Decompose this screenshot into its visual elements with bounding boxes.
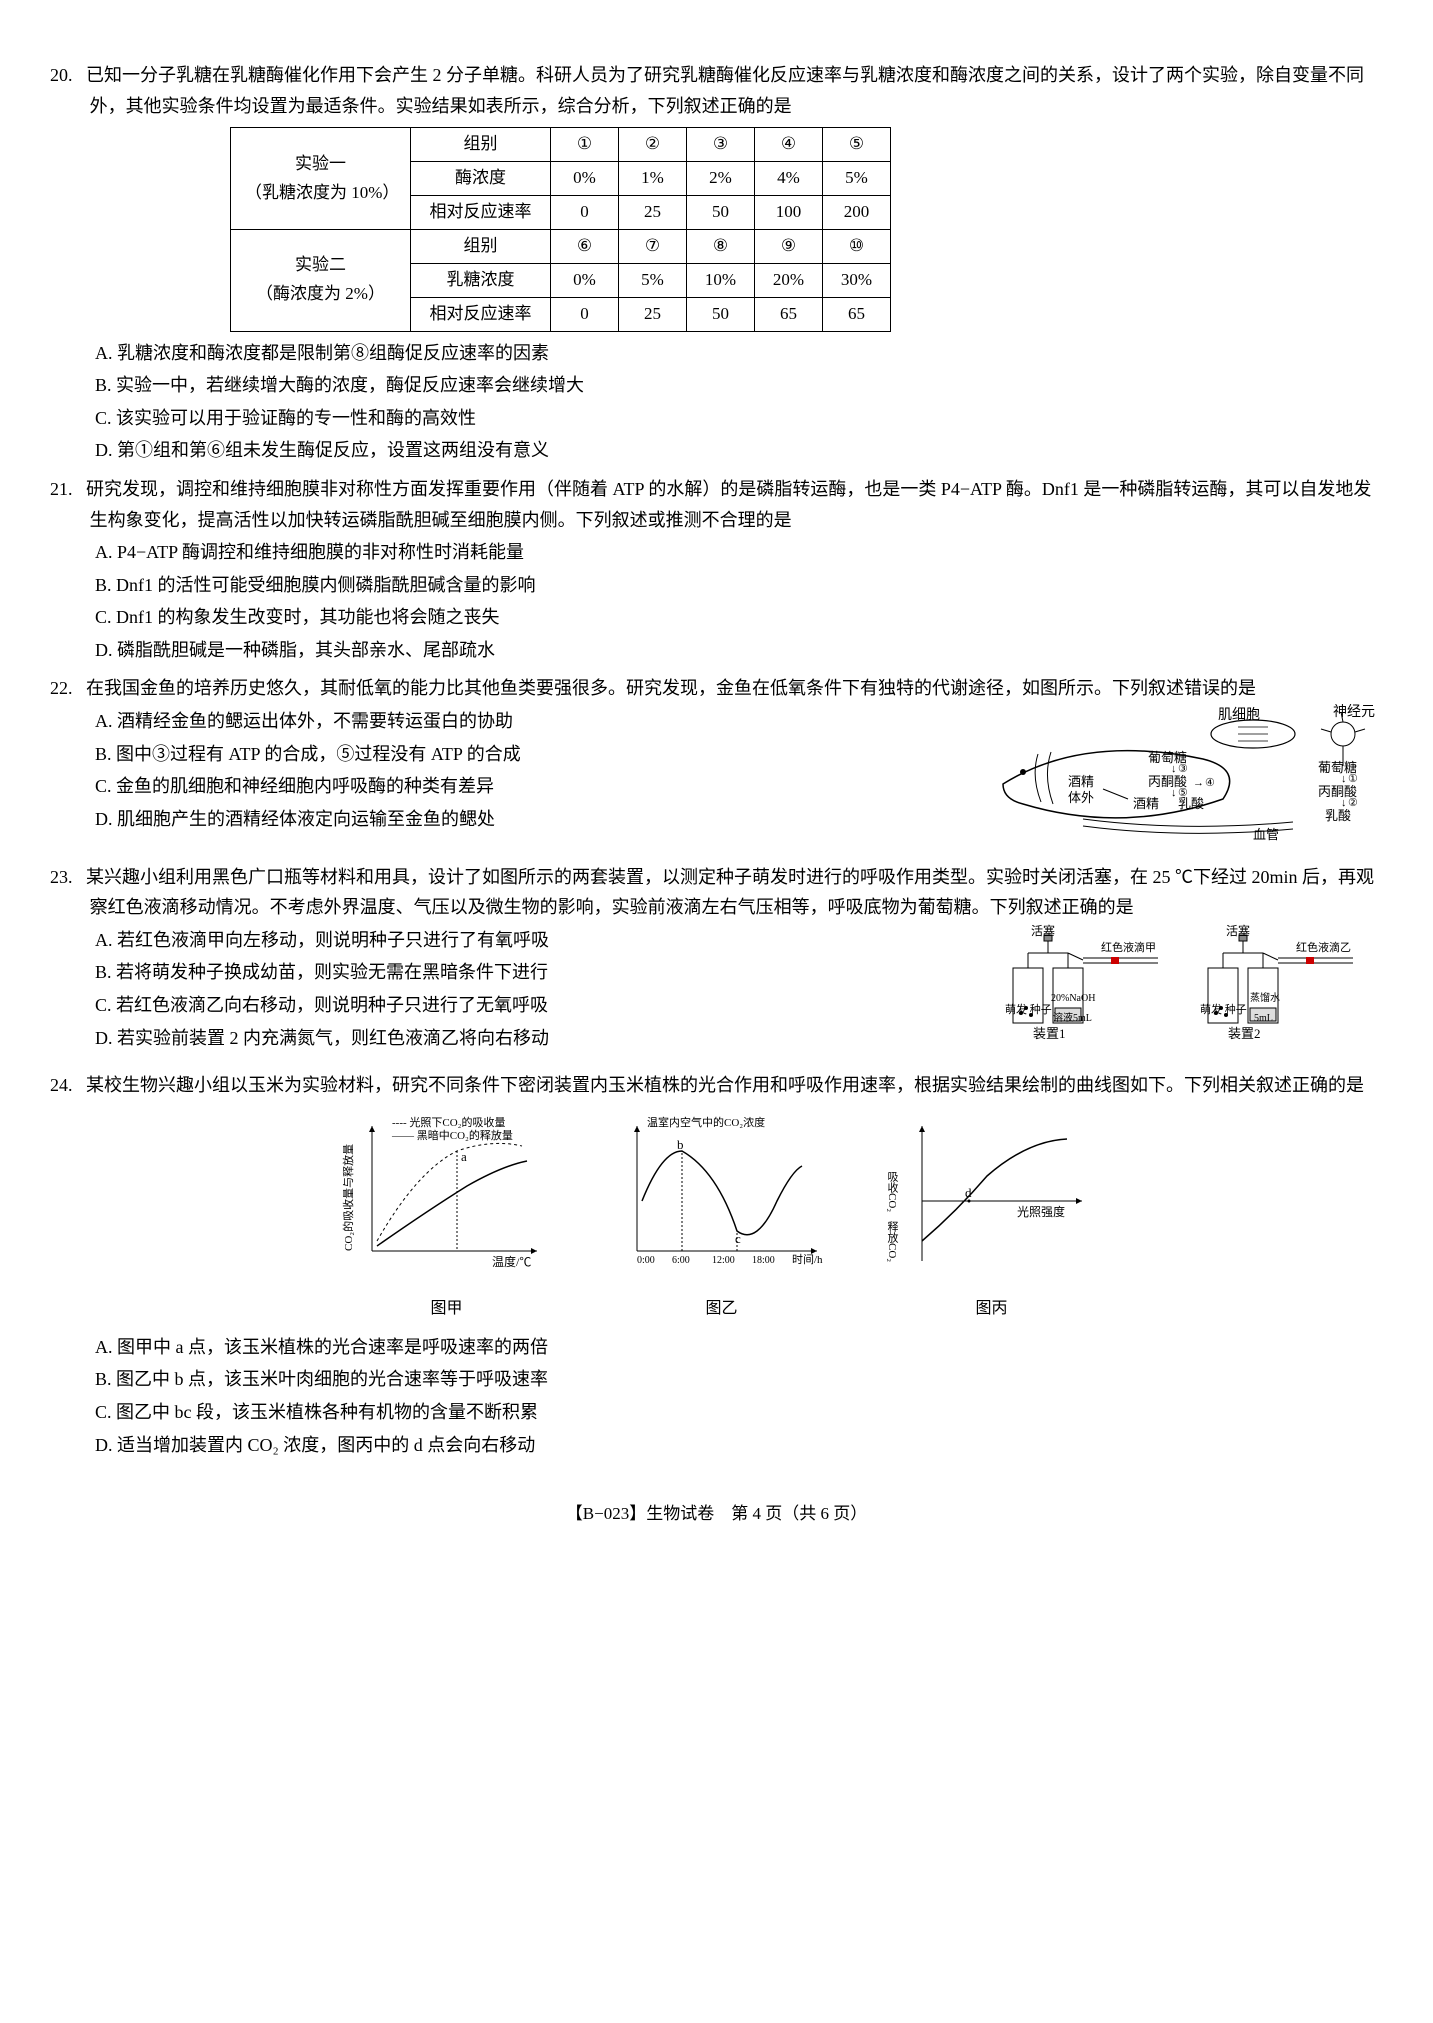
svg-text:肌细胞: 肌细胞 <box>1218 707 1260 723</box>
question-23: 23.某兴趣小组利用黑色广口瓶等材料和用具，设计了如图所示的两套装置，以测定种子… <box>50 862 1383 1063</box>
svg-text:装置1: 装置1 <box>1033 1026 1066 1041</box>
q21-stem: 21.研究发现，调控和维持细胞膜非对称性方面发挥重要作用（伴随着 ATP 的水解… <box>50 474 1383 535</box>
q21-options: A. P4−ATP 酶调控和维持细胞膜的非对称性时消耗能量 B. Dnf1 的活… <box>50 537 1383 665</box>
svg-text:萌发 种子: 萌发 种子 <box>1200 1002 1247 1016</box>
q22-diagram: 肌细胞 神经元 葡萄糖 ↓① 丙酮酸 ↓② 乳酸 葡萄糖 ↓③ 丙酮酸 → ↓⑤ <box>983 704 1383 854</box>
svg-text:体外: 体外 <box>1068 790 1094 805</box>
q20-opt-d: D. 第①组和第⑥组未发生酶促反应，设置这两组没有意义 <box>95 435 1383 466</box>
svg-text:20%NaOH: 20%NaOH <box>1051 993 1095 1004</box>
svg-text:红色液滴甲: 红色液滴甲 <box>1101 940 1156 954</box>
q20-stem-text: 已知一分子乳糖在乳糖酶催化作用下会产生 2 分子单糖。科研人员为了研究乳糖酶催化… <box>86 65 1364 116</box>
svg-text:→: → <box>1193 777 1204 789</box>
q20-opt-b: B. 实验一中，若继续增大酶的浓度，酶促反应速率会继续增大 <box>95 370 1383 401</box>
q20-options: A. 乳糖浓度和酶浓度都是限制第⑧组酶促反应速率的因素 B. 实验一中，若继续增… <box>50 338 1383 466</box>
q21-opt-c: C. Dnf1 的构象发生改变时，其功能也将会随之丧失 <box>95 602 1383 633</box>
question-24: 24.某校生物兴趣小组以玉米为实验材料，研究不同条件下密闭装置内玉米植株的光合作… <box>50 1070 1383 1460</box>
chart-yi: b c 0:00 6:00 12:00 18:00 时间/h 温室内空气中的CO… <box>607 1111 837 1322</box>
svg-text:↓: ↓ <box>1171 787 1177 799</box>
page-footer: 【B−023】生物试卷 第 4 页（共 6 页） <box>50 1500 1383 1529</box>
q24-opt-d: D. 适当增加装置内 CO₂ 浓度，图丙中的 d 点会向右移动 <box>95 1430 1383 1461</box>
svg-text:释放CO₂: 释放CO₂ <box>887 1221 899 1263</box>
q23-stem: 23.某兴趣小组利用黑色广口瓶等材料和用具，设计了如图所示的两套装置，以测定种子… <box>50 862 1383 923</box>
svg-text:---- 光照下CO₂的吸收量: ---- 光照下CO₂的吸收量 <box>392 1115 506 1129</box>
svg-text:神经元: 神经元 <box>1333 704 1375 720</box>
svg-text:酒精: 酒精 <box>1133 796 1159 811</box>
q24-opt-a: A. 图甲中 a 点，该玉米植株的光合速率是呼吸速率的两倍 <box>95 1332 1383 1363</box>
svg-text:蒸馏水: 蒸馏水 <box>1250 991 1280 1004</box>
svg-text:红色液滴乙: 红色液滴乙 <box>1296 940 1351 954</box>
q24-opt-c: C. 图乙中 bc 段，该玉米植株各种有机物的含量不断积累 <box>95 1397 1383 1428</box>
svg-text:温度/℃: 温度/℃ <box>492 1254 531 1269</box>
q22-opt-c: C. 金鱼的肌细胞和神经细胞内呼吸酶的种类有差异 <box>95 771 973 802</box>
question-21: 21.研究发现，调控和维持细胞膜非对称性方面发挥重要作用（伴随着 ATP 的水解… <box>50 474 1383 666</box>
q23-opt-b: B. 若将萌发种子换成幼苗，则实验无需在黑暗条件下进行 <box>95 957 993 988</box>
svg-text:血管: 血管 <box>1253 827 1279 842</box>
q21-opt-b: B. Dnf1 的活性可能受细胞膜内侧磷脂酰胆碱含量的影响 <box>95 570 1383 601</box>
svg-text:光照强度: 光照强度 <box>1017 1204 1065 1219</box>
q23-options: A. 若红色液滴甲向左移动，则说明种子只进行了有氧呼吸 B. 若将萌发种子换成幼… <box>50 925 993 1053</box>
exp1-label: 实验一 （乳糖浓度为 10%） <box>231 128 411 230</box>
q22-opt-b: B. 图中③过程有 ATP 的合成，⑤过程没有 ATP 的合成 <box>95 739 973 770</box>
svg-text:活塞: 活塞 <box>1031 923 1055 938</box>
q20-number: 20. <box>50 60 86 91</box>
chart-bing: d 光照强度 吸收CO₂ 释放CO₂ 图丙 <box>887 1111 1097 1322</box>
svg-text:a: a <box>461 1149 467 1164</box>
q23-opt-c: C. 若红色液滴乙向右移动，则说明种子只进行了无氧呼吸 <box>95 990 993 1021</box>
svg-text:CO₂的吸收量与释放量: CO₂的吸收量与释放量 <box>341 1144 355 1251</box>
chart-jia: a ---- 光照下CO₂的吸收量 —— 黑暗中CO₂的释放量 CO₂的吸收量与… <box>337 1111 557 1322</box>
svg-text:装置2: 装置2 <box>1228 1026 1261 1041</box>
svg-text:活塞: 活塞 <box>1226 923 1250 938</box>
q20-stem: 20.已知一分子乳糖在乳糖酶催化作用下会产生 2 分子单糖。科研人员为了研究乳糖… <box>50 60 1383 121</box>
svg-text:5mL: 5mL <box>1254 1013 1273 1024</box>
q24-charts: a ---- 光照下CO₂的吸收量 —— 黑暗中CO₂的释放量 CO₂的吸收量与… <box>50 1111 1383 1322</box>
svg-text:乳酸: 乳酸 <box>1325 808 1351 823</box>
question-22: 22.在我国金鱼的培养历史悠久，其耐低氧的能力比其他鱼类要强很多。研究发现，金鱼… <box>50 673 1383 853</box>
q22-stem: 22.在我国金鱼的培养历史悠久，其耐低氧的能力比其他鱼类要强很多。研究发现，金鱼… <box>50 673 1383 704</box>
q22-opt-a: A. 酒精经金鱼的鳃运出体外，不需要转运蛋白的协助 <box>95 706 973 737</box>
svg-text:溶液5mL: 溶液5mL <box>1053 1011 1092 1024</box>
svg-text:温室内空气中的CO₂浓度: 温室内空气中的CO₂浓度 <box>647 1115 765 1129</box>
q21-opt-d: D. 磷脂酰胆碱是一种磷脂，其头部亲水、尾部疏水 <box>95 635 1383 666</box>
svg-text:12:00: 12:00 <box>712 1255 735 1266</box>
q22-options: A. 酒精经金鱼的鳃运出体外，不需要转运蛋白的协助 B. 图中③过程有 ATP … <box>50 706 973 834</box>
svg-text:0:00: 0:00 <box>637 1255 655 1266</box>
svg-text:萌发 种子: 萌发 种子 <box>1005 1002 1052 1016</box>
svg-text:吸收CO₂: 吸收CO₂ <box>887 1171 899 1212</box>
q20-opt-a: A. 乳糖浓度和酶浓度都是限制第⑧组酶促反应速率的因素 <box>95 338 1383 369</box>
svg-text:b: b <box>677 1137 684 1152</box>
svg-text:d: d <box>965 1185 972 1200</box>
q23-opt-d: D. 若实验前装置 2 内充满氮气，则红色液滴乙将向右移动 <box>95 1023 993 1054</box>
exp2-label: 实验二 （酶浓度为 2%） <box>231 229 411 331</box>
q24-opt-b: B. 图乙中 b 点，该玉米叶肉细胞的光合速率等于呼吸速率 <box>95 1364 1383 1395</box>
q23-opt-a: A. 若红色液滴甲向左移动，则说明种子只进行了有氧呼吸 <box>95 925 993 956</box>
svg-text:乳酸: 乳酸 <box>1178 796 1204 811</box>
q24-options: A. 图甲中 a 点，该玉米植株的光合速率是呼吸速率的两倍 B. 图乙中 b 点… <box>50 1332 1383 1460</box>
q23-diagram: 活塞 红色液滴甲 萌发 种子 20%NaOH 溶液5mL 装置1 <box>1003 923 1383 1063</box>
svg-text:6:00: 6:00 <box>672 1255 690 1266</box>
svg-text:c: c <box>735 1231 741 1246</box>
q22-opt-d: D. 肌细胞产生的酒精经体液定向运输至金鱼的鳃处 <box>95 804 973 835</box>
q21-opt-a: A. P4−ATP 酶调控和维持细胞膜的非对称性时消耗能量 <box>95 537 1383 568</box>
svg-text:④: ④ <box>1205 777 1215 789</box>
question-20: 20.已知一分子乳糖在乳糖酶催化作用下会产生 2 分子单糖。科研人员为了研究乳糖… <box>50 60 1383 466</box>
svg-text:酒精: 酒精 <box>1068 774 1094 789</box>
q24-stem: 24.某校生物兴趣小组以玉米为实验材料，研究不同条件下密闭装置内玉米植株的光合作… <box>50 1070 1383 1101</box>
svg-text:时间/h: 时间/h <box>792 1253 823 1266</box>
q20-opt-c: C. 该实验可以用于验证酶的专一性和酶的高效性 <box>95 403 1383 434</box>
q20-table: 实验一 （乳糖浓度为 10%） 组别 ① ② ③ ④ ⑤ 酶浓度 0% 1% 2… <box>230 127 891 331</box>
svg-text:18:00: 18:00 <box>752 1255 775 1266</box>
svg-text:—— 黑暗中CO₂的释放量: —— 黑暗中CO₂的释放量 <box>391 1128 513 1142</box>
